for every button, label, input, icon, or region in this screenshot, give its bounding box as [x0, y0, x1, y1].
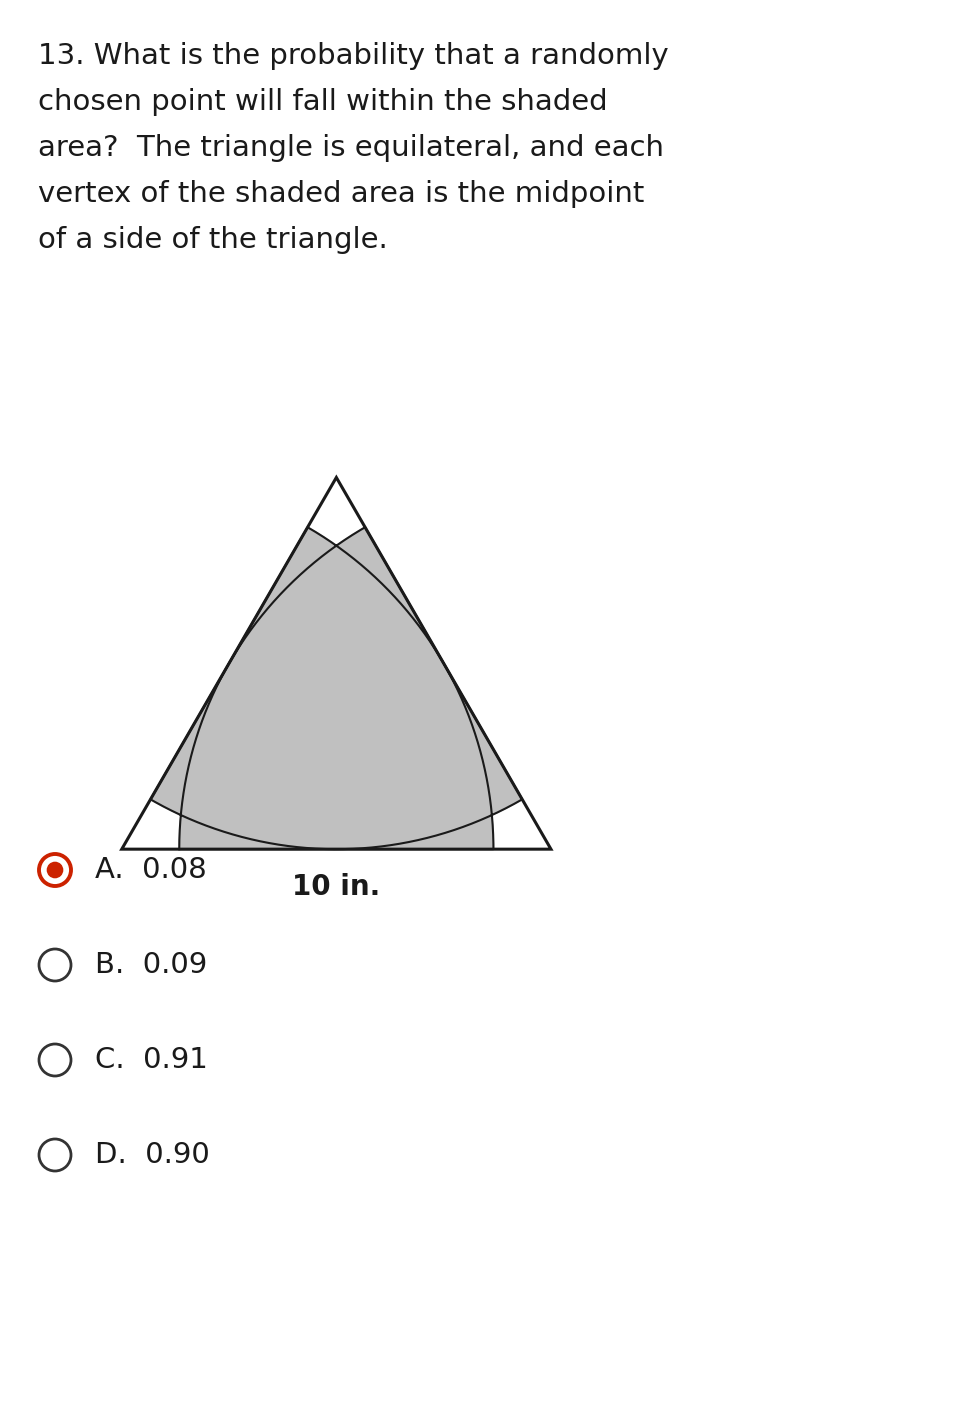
Text: C.  0.91: C. 0.91 — [95, 1046, 208, 1074]
Text: area?  The triangle is equilateral, and each: area? The triangle is equilateral, and e… — [38, 134, 664, 162]
Text: A.  0.08: A. 0.08 — [95, 856, 207, 884]
Text: B.  0.09: B. 0.09 — [95, 950, 208, 979]
Text: D.  0.90: D. 0.90 — [95, 1141, 209, 1168]
Text: vertex of the shaded area is the midpoint: vertex of the shaded area is the midpoin… — [38, 180, 645, 208]
Text: of a side of the triangle.: of a side of the triangle. — [38, 227, 387, 254]
Polygon shape — [151, 527, 522, 849]
Text: 10 in.: 10 in. — [292, 872, 381, 901]
Circle shape — [47, 862, 63, 878]
Text: 13. What is the probability that a randomly: 13. What is the probability that a rando… — [38, 41, 669, 70]
Text: chosen point will fall within the shaded: chosen point will fall within the shaded — [38, 88, 607, 115]
